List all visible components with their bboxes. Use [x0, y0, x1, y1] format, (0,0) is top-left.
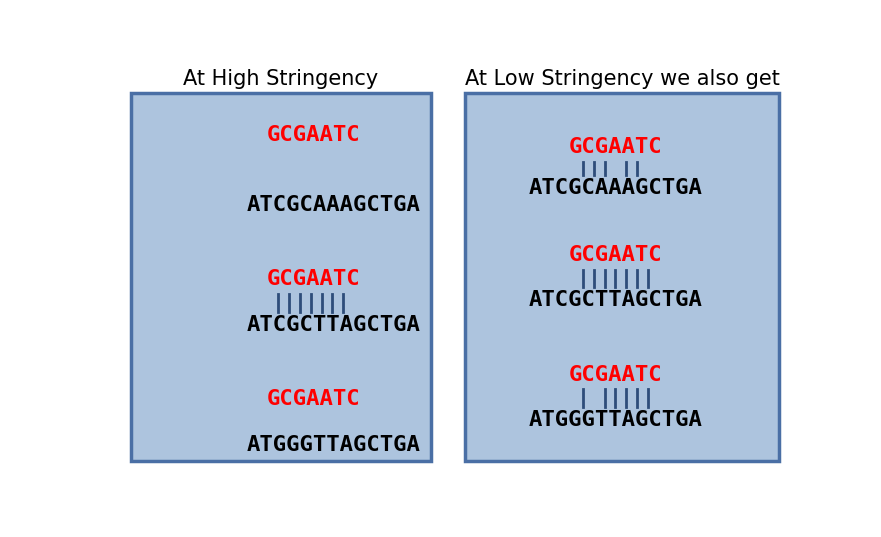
Text: At Low Stringency we also get: At Low Stringency we also get	[465, 69, 780, 89]
Text: ATCGCTTAGCTGA: ATCGCTTAGCTGA	[247, 315, 420, 335]
Text: ATGGGTTAGCTGA: ATGGGTTAGCTGA	[529, 410, 702, 430]
Text: ATCGCAAAGCTGA: ATCGCAAAGCTGA	[529, 178, 702, 199]
Text: GCGAATC: GCGAATC	[267, 389, 361, 409]
Text: ATCGCTTAGCTGA: ATCGCTTAGCTGA	[529, 290, 702, 310]
Text: At High Stringency: At High Stringency	[183, 69, 379, 89]
Text: GCGAATC: GCGAATC	[267, 125, 361, 145]
Text: ATCGCAAAGCTGA: ATCGCAAAGCTGA	[247, 195, 420, 215]
FancyBboxPatch shape	[130, 93, 431, 461]
Text: ATGGGTTAGCTGA: ATGGGTTAGCTGA	[247, 435, 420, 455]
FancyBboxPatch shape	[465, 93, 779, 461]
Text: GCGAATC: GCGAATC	[267, 270, 361, 289]
Text: GCGAATC: GCGAATC	[568, 137, 663, 157]
Text: GCGAATC: GCGAATC	[568, 245, 663, 265]
Text: GCGAATC: GCGAATC	[568, 365, 663, 384]
